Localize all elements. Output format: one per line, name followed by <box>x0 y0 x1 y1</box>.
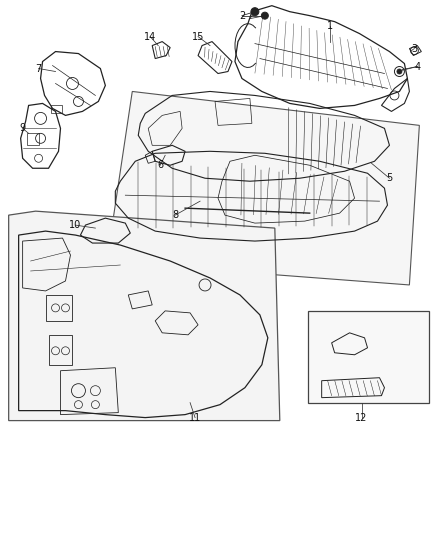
Polygon shape <box>108 92 418 285</box>
Text: 15: 15 <box>191 31 204 42</box>
Text: 9: 9 <box>20 123 26 133</box>
Text: 4: 4 <box>413 61 420 71</box>
Text: 14: 14 <box>144 31 156 42</box>
Text: 6: 6 <box>157 160 163 170</box>
Text: 8: 8 <box>172 210 178 220</box>
Text: 11: 11 <box>188 413 201 423</box>
Circle shape <box>251 7 258 15</box>
Text: 3: 3 <box>410 44 417 54</box>
Polygon shape <box>9 211 279 421</box>
Text: 10: 10 <box>69 220 81 230</box>
Text: 2: 2 <box>238 11 244 21</box>
Text: 5: 5 <box>385 173 392 183</box>
Circle shape <box>396 69 401 74</box>
FancyBboxPatch shape <box>307 311 428 402</box>
Circle shape <box>261 12 268 19</box>
Text: 1: 1 <box>326 21 332 30</box>
Text: 12: 12 <box>354 413 367 423</box>
Text: 7: 7 <box>35 63 42 74</box>
